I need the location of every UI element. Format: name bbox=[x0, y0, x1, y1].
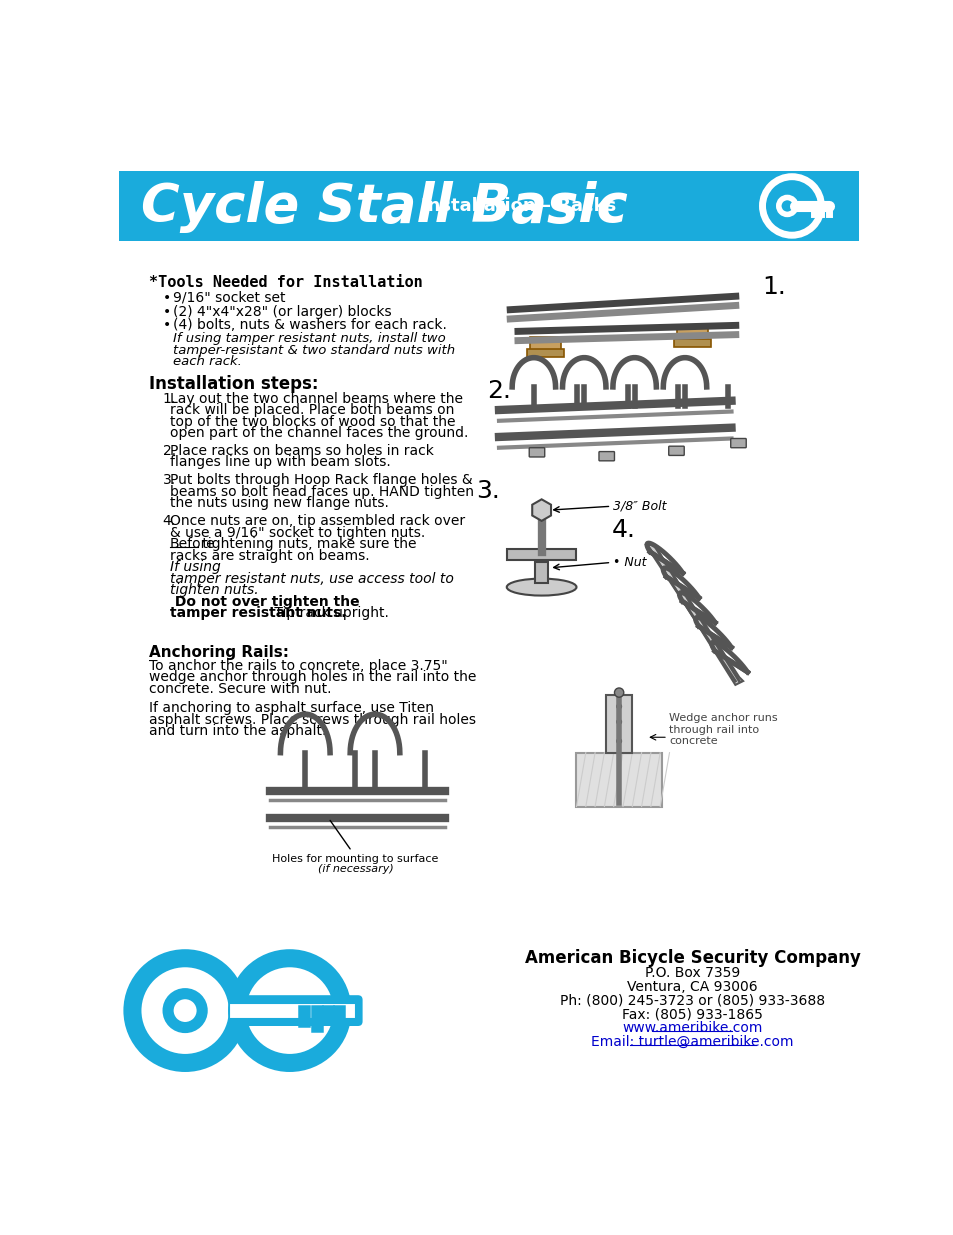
Text: racks are straight on beams.: racks are straight on beams. bbox=[170, 548, 374, 563]
Text: Fax: (805) 933-1865: Fax: (805) 933-1865 bbox=[621, 1008, 762, 1021]
FancyBboxPatch shape bbox=[598, 452, 614, 461]
Ellipse shape bbox=[506, 579, 576, 595]
Text: (if necessary): (if necessary) bbox=[317, 864, 393, 874]
Text: concrete. Secure with nut.: concrete. Secure with nut. bbox=[149, 682, 331, 695]
Text: Put bolts through Hoop Rack flange holes &: Put bolts through Hoop Rack flange holes… bbox=[170, 473, 472, 487]
Text: 1.: 1. bbox=[162, 391, 175, 405]
Text: Before: Before bbox=[170, 537, 215, 551]
Text: •: • bbox=[162, 305, 171, 319]
Text: and turn into the asphalt.: and turn into the asphalt. bbox=[149, 724, 326, 739]
Text: Email: turtle@ameribike.com: Email: turtle@ameribike.com bbox=[591, 1035, 793, 1050]
Text: (2) 4"x4"x28" (or larger) blocks: (2) 4"x4"x28" (or larger) blocks bbox=[173, 305, 392, 319]
Text: P.O. Box 7359: P.O. Box 7359 bbox=[644, 966, 740, 979]
FancyBboxPatch shape bbox=[526, 350, 563, 357]
Bar bbox=[605, 695, 632, 752]
Text: American Bicycle Security Company: American Bicycle Security Company bbox=[524, 948, 860, 967]
Text: Lay out the two channel beams where the: Lay out the two channel beams where the bbox=[170, 391, 462, 405]
FancyBboxPatch shape bbox=[530, 337, 560, 352]
Text: 3.: 3. bbox=[162, 473, 175, 487]
Text: • Nut: • Nut bbox=[612, 556, 646, 569]
Text: Do not over tighten the: Do not over tighten the bbox=[170, 595, 359, 609]
Text: & use a 9/16" socket to tighten nuts.: & use a 9/16" socket to tighten nuts. bbox=[170, 526, 424, 540]
Circle shape bbox=[617, 704, 620, 709]
FancyBboxPatch shape bbox=[119, 172, 858, 241]
Text: www.ameribike.com: www.ameribike.com bbox=[622, 1021, 762, 1035]
Text: 3/8″ Bolt: 3/8″ Bolt bbox=[612, 500, 666, 513]
Text: wedge anchor through holes in the rail into the: wedge anchor through holes in the rail i… bbox=[149, 671, 476, 684]
Text: Cycle Stall Basic: Cycle Stall Basic bbox=[141, 182, 627, 233]
Text: 2.: 2. bbox=[487, 379, 511, 403]
Text: Tip rack upright.: Tip rack upright. bbox=[270, 606, 389, 620]
FancyBboxPatch shape bbox=[677, 327, 707, 342]
Polygon shape bbox=[645, 545, 742, 685]
Text: 4.: 4. bbox=[611, 517, 635, 542]
Text: beams so bolt head faces up. HAND tighten: beams so bolt head faces up. HAND tighte… bbox=[170, 484, 473, 499]
Text: tighten nuts.: tighten nuts. bbox=[170, 583, 258, 598]
Text: Place racks on beams so holes in rack: Place racks on beams so holes in rack bbox=[170, 443, 433, 458]
FancyBboxPatch shape bbox=[674, 340, 711, 347]
FancyBboxPatch shape bbox=[576, 752, 661, 806]
Text: open part of the channel faces the ground.: open part of the channel faces the groun… bbox=[170, 426, 468, 440]
Text: *Tools Needed for Installation: *Tools Needed for Installation bbox=[149, 275, 422, 290]
Text: tamper-resistant & two standard nuts with: tamper-resistant & two standard nuts wit… bbox=[173, 343, 456, 357]
Text: Wedge anchor runs
through rail into
concrete: Wedge anchor runs through rail into conc… bbox=[669, 713, 778, 746]
Text: rack will be placed. Place both beams on: rack will be placed. Place both beams on bbox=[170, 403, 454, 417]
Text: (4) bolts, nuts & washers for each rack.: (4) bolts, nuts & washers for each rack. bbox=[173, 319, 447, 332]
Polygon shape bbox=[532, 499, 551, 521]
Text: •: • bbox=[162, 290, 171, 305]
Text: If using tamper resistant nuts, install two: If using tamper resistant nuts, install … bbox=[173, 332, 446, 346]
Bar bbox=[506, 550, 576, 561]
Circle shape bbox=[617, 739, 620, 743]
Text: top of the two blocks of wood so that the: top of the two blocks of wood so that th… bbox=[170, 415, 455, 429]
Text: If anchoring to asphalt surface, use Titen: If anchoring to asphalt surface, use Tit… bbox=[149, 701, 434, 715]
FancyBboxPatch shape bbox=[730, 438, 745, 448]
FancyBboxPatch shape bbox=[529, 448, 544, 457]
Circle shape bbox=[614, 688, 623, 698]
Text: the nuts using new flange nuts.: the nuts using new flange nuts. bbox=[170, 496, 388, 510]
Text: flanges line up with beam slots.: flanges line up with beam slots. bbox=[170, 456, 390, 469]
Text: Installation steps:: Installation steps: bbox=[149, 374, 318, 393]
Text: 9/16" socket set: 9/16" socket set bbox=[173, 290, 286, 305]
Text: 1.: 1. bbox=[761, 275, 785, 299]
Circle shape bbox=[617, 720, 620, 724]
Text: tamper resistant nuts, use access tool to: tamper resistant nuts, use access tool t… bbox=[170, 572, 453, 585]
Text: If using: If using bbox=[170, 561, 220, 574]
Text: 2.: 2. bbox=[162, 443, 175, 458]
Text: Holes for mounting to surface: Holes for mounting to surface bbox=[273, 855, 438, 864]
Text: Anchoring Rails:: Anchoring Rails: bbox=[149, 645, 289, 659]
Text: asphalt screws. Place screws through rail holes: asphalt screws. Place screws through rai… bbox=[149, 713, 476, 726]
Text: •: • bbox=[162, 319, 171, 332]
Text: Once nuts are on, tip assembled rack over: Once nuts are on, tip assembled rack ove… bbox=[170, 514, 464, 527]
FancyBboxPatch shape bbox=[229, 995, 362, 1026]
Text: tamper resistant nuts.: tamper resistant nuts. bbox=[170, 606, 346, 620]
Text: Installation – Racks: Installation – Racks bbox=[421, 196, 616, 215]
Text: each rack.: each rack. bbox=[173, 356, 242, 368]
Text: 4.: 4. bbox=[162, 514, 175, 527]
Text: Ph: (800) 245-3723 or (805) 933-3688: Ph: (800) 245-3723 or (805) 933-3688 bbox=[559, 994, 824, 1008]
FancyBboxPatch shape bbox=[668, 446, 683, 456]
Text: To anchor the rails to concrete, place 3.75": To anchor the rails to concrete, place 3… bbox=[149, 658, 447, 673]
Text: 3.: 3. bbox=[476, 479, 499, 504]
FancyBboxPatch shape bbox=[535, 562, 547, 583]
Text: Ventura, CA 93006: Ventura, CA 93006 bbox=[627, 979, 758, 994]
Text: tightening nuts, make sure the: tightening nuts, make sure the bbox=[197, 537, 416, 551]
